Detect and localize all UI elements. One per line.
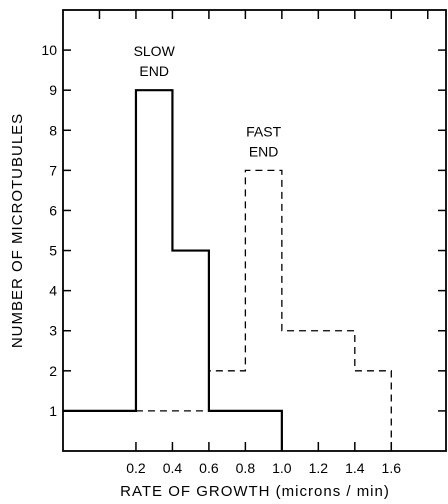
fast-end-bar [245, 170, 281, 451]
slow-end-bar [245, 411, 281, 451]
y-tick-label: 3 [49, 323, 57, 339]
y-tick-label: 2 [49, 363, 57, 379]
fast-end-bar [172, 411, 208, 451]
x-tick-label: 0.8 [236, 460, 256, 476]
slow-end-bar [172, 251, 208, 451]
series-layer [63, 89, 392, 451]
labels-layer: SLOW END FAST END [134, 43, 282, 159]
slow-end-bar [209, 411, 245, 451]
fast-end-bar [282, 331, 318, 451]
fast-end-bar [136, 411, 172, 451]
fast-end-label-line1: FAST [246, 123, 281, 139]
x-tick-label: 0.6 [199, 460, 219, 476]
x-tick-label: 0.4 [163, 460, 183, 476]
y-tick-label: 5 [49, 243, 57, 259]
y-tick-label: 7 [49, 162, 57, 178]
x-tick-label: 1.6 [382, 460, 402, 476]
fast-end-bar [355, 371, 391, 451]
fast-end-label-line2: END [249, 143, 279, 159]
y-tick-label: 4 [49, 283, 57, 299]
fast-end-series-line [135, 169, 392, 451]
y-tick-label: 10 [41, 42, 57, 58]
y-tick-label: 6 [49, 202, 57, 218]
y-tick-label: 1 [49, 403, 57, 419]
ticks-layer: 0.2 0.4 0.6 0.8 1.0 1.2 1.4 1.6 1 2 3 4 5 6 7 8 9 10 [41, 10, 446, 476]
plot-frame [62, 9, 447, 452]
x-axis-title: RATE OF GROWTH (microns / min) [120, 483, 390, 500]
x-tick-label: 1.2 [309, 460, 329, 476]
slow-end-bar [99, 411, 135, 451]
y-tick-label: 8 [49, 122, 57, 138]
x-tick-label: 1.0 [272, 460, 292, 476]
y-tick-label: 9 [49, 82, 57, 98]
slow-end-label-line1: SLOW [134, 43, 176, 59]
x-tick-label: 1.4 [345, 460, 365, 476]
fast-end-bar [318, 331, 354, 451]
x-tick-label: 0.2 [126, 460, 146, 476]
slow-end-series-line [63, 89, 283, 451]
y-axis-title: NUMBER OF MICROTUBULES [9, 113, 26, 348]
slow-end-label-line2: END [139, 63, 169, 79]
slow-end-bar [136, 90, 172, 451]
fast-end-bar [99, 411, 135, 451]
